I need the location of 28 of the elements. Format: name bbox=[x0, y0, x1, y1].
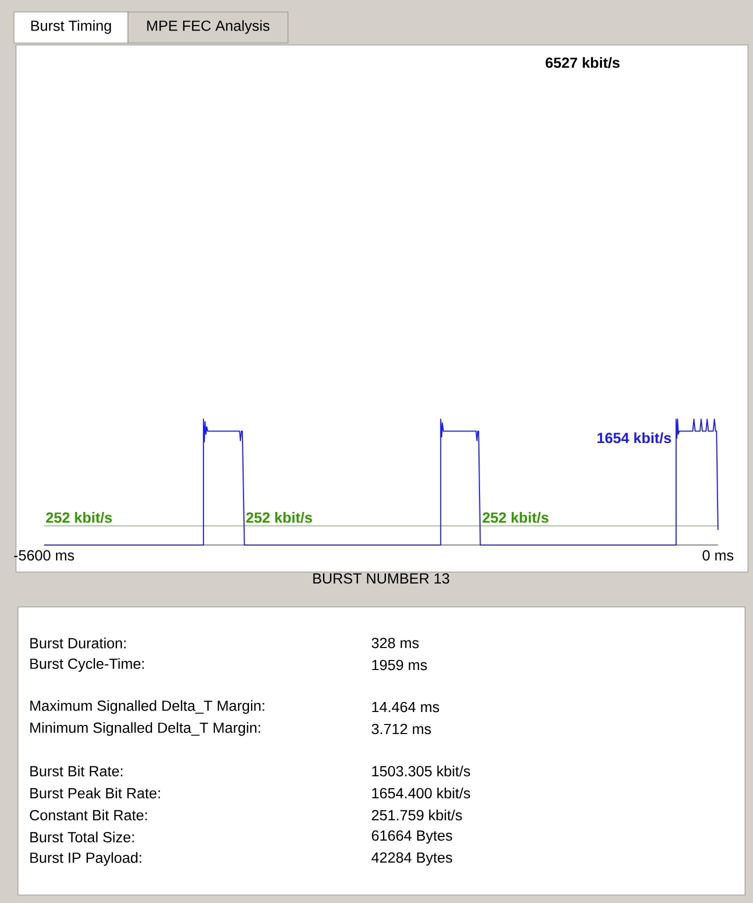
annotation: 1654 kbit/s bbox=[598, 432, 671, 444]
text: Burst Total Size: bbox=[30, 832, 134, 842]
text: Constant Bit Rate: bbox=[30, 810, 147, 820]
text: MPE FEC Analysis bbox=[147, 20, 270, 34]
text: 14.464 ms bbox=[372, 702, 440, 712]
text: Minimum Signalled Delta_T Margin: bbox=[30, 722, 260, 736]
text: 3.712 ms bbox=[372, 724, 431, 734]
text: 1654.400 kbit/s bbox=[372, 788, 470, 798]
annotation: 252 kbit/s bbox=[46, 512, 112, 523]
text: 1503.305 kbit/s bbox=[372, 766, 470, 776]
text: 61664 Bytes bbox=[372, 830, 452, 844]
text: 1959 ms bbox=[372, 660, 427, 670]
annotation: 252 kbit/s bbox=[482, 512, 548, 523]
text: 6527 kbit/s bbox=[546, 57, 620, 68]
text: 328 ms bbox=[372, 638, 419, 648]
text: Burst Duration: bbox=[30, 638, 126, 648]
text: Burst IP Payload: bbox=[30, 852, 142, 866]
text: Burst Peak Bit Rate: bbox=[30, 788, 160, 798]
text: 42284 Bytes bbox=[371, 852, 452, 866]
text: Burst Cycle-Time: bbox=[30, 658, 144, 672]
x-tick-label: 0 ms bbox=[702, 550, 734, 561]
text: Burst Timing bbox=[31, 20, 111, 34]
x-tick-label: -5600 ms bbox=[14, 550, 74, 561]
text: Maximum Signalled Delta_T Margin: bbox=[30, 700, 264, 714]
x-axis-title: BURST NUMBER 13 bbox=[313, 573, 450, 584]
text: 251.759 kbit/s bbox=[372, 810, 462, 820]
text: Burst Bit Rate: bbox=[30, 766, 122, 776]
annotation: 252 kbit/s bbox=[246, 512, 312, 523]
